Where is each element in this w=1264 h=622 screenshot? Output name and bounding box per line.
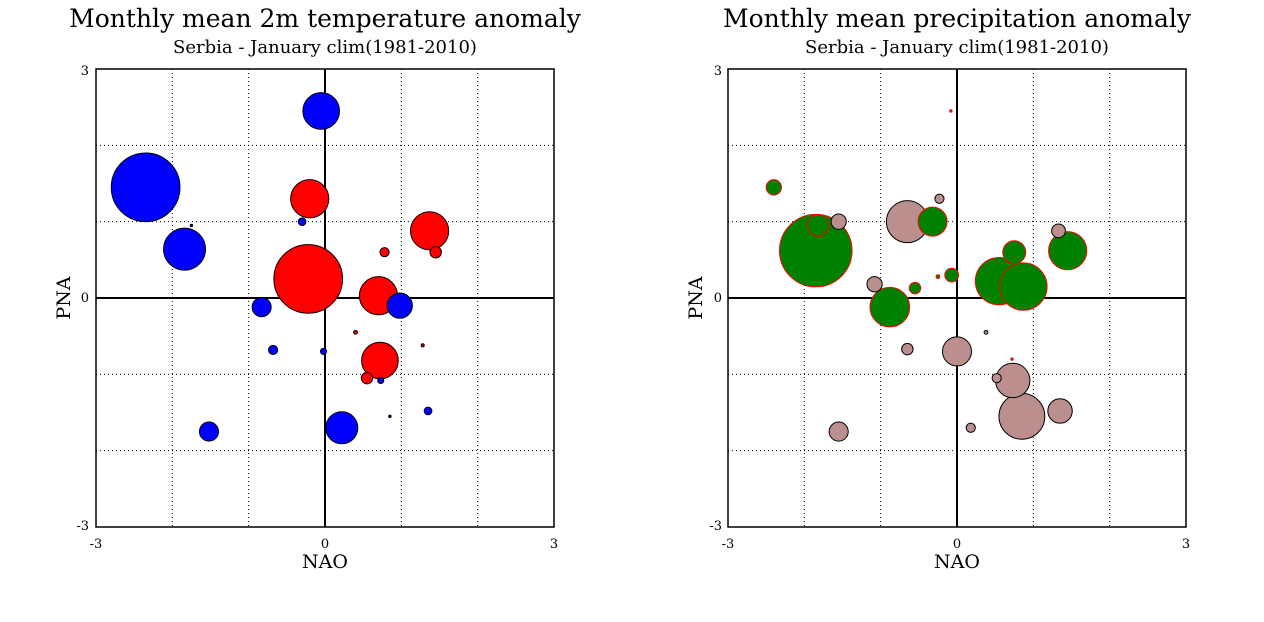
- y-axis-label: PNA: [685, 276, 707, 319]
- data-point-bubble: [353, 329, 358, 335]
- data-point-bubble: [828, 421, 849, 442]
- y-axis-label: PNA: [53, 276, 75, 319]
- data-point-bubble: [869, 286, 911, 328]
- data-point-bubble: [944, 267, 960, 283]
- x-tick-label: 0: [953, 537, 961, 552]
- data-point-bubble: [251, 297, 272, 318]
- precipitation-chart-panel: Monthly mean precipitation anomaly Serbi…: [685, 4, 1192, 573]
- data-point-bubble: [998, 392, 1046, 440]
- data-point-bubble: [983, 329, 989, 335]
- data-point-bubble: [360, 371, 374, 385]
- bubble-points: [110, 92, 450, 445]
- data-point-bubble: [198, 421, 220, 442]
- data-point-bubble: [965, 422, 976, 433]
- y-tick-label: 0: [714, 291, 722, 306]
- y-tick-label: 0: [81, 291, 89, 306]
- y-tick-label: 3: [81, 64, 89, 79]
- data-point-bubble: [908, 281, 922, 295]
- chart-title: Monthly mean precipitation anomaly: [723, 4, 1192, 33]
- data-point-bubble: [999, 262, 1048, 311]
- plot-frame: [727, 68, 1187, 528]
- data-point-bubble: [163, 227, 207, 271]
- bubble-points: [765, 109, 1088, 442]
- temperature-chart-panel: Monthly mean 2m temperature anomaly Serb…: [53, 4, 582, 573]
- x-tick-label: 3: [1182, 537, 1190, 552]
- data-point-bubble: [941, 336, 973, 367]
- data-point-bubble: [268, 344, 279, 355]
- zero-axes: [728, 69, 1186, 527]
- data-point-bubble: [830, 213, 847, 230]
- x-tick-label: 0: [321, 537, 329, 552]
- data-point-bubble: [110, 152, 181, 223]
- plot-frame: [95, 68, 555, 528]
- y-tick-label: 3: [714, 64, 722, 79]
- data-point-bubble: [1051, 223, 1066, 239]
- data-point-bubble: [302, 92, 341, 130]
- data-point-bubble: [1010, 357, 1014, 361]
- data-point-bubble: [1048, 231, 1088, 271]
- chart-subtitle: Serbia - January clim(1981-2010): [173, 37, 477, 58]
- data-point-bubble: [319, 347, 328, 355]
- data-point-bubble: [377, 376, 385, 384]
- data-point-bubble: [409, 211, 450, 251]
- data-point-bubble: [934, 193, 945, 204]
- data-point-bubble: [806, 214, 830, 237]
- y-tick-label: -3: [709, 519, 722, 534]
- data-point-bubble: [779, 213, 853, 288]
- data-point-bubble: [991, 373, 1002, 384]
- data-point-bubble: [429, 245, 442, 259]
- data-point-bubble: [290, 179, 330, 219]
- data-point-bubble: [866, 276, 883, 293]
- data-point-bubble: [325, 411, 359, 445]
- data-point-bubble: [1002, 240, 1027, 265]
- data-point-bubble: [423, 406, 433, 416]
- data-point-bubble: [379, 247, 390, 258]
- data-point-bubble: [765, 179, 782, 196]
- data-point-bubble: [949, 109, 953, 113]
- x-axis-label: NAO: [934, 551, 980, 573]
- x-tick-label: 3: [550, 537, 558, 552]
- data-point-bubble: [420, 343, 425, 348]
- x-tick-label: -3: [90, 537, 103, 552]
- data-point-bubble: [1047, 398, 1073, 424]
- data-point-bubble: [917, 206, 948, 237]
- data-point-bubble: [189, 223, 194, 228]
- data-point-bubble: [386, 292, 413, 319]
- data-point-bubble: [273, 244, 344, 314]
- x-axis-label: NAO: [302, 551, 348, 573]
- data-point-bubble: [935, 274, 941, 280]
- x-tick-label: -3: [722, 537, 735, 552]
- data-point-bubble: [388, 414, 392, 419]
- data-point-bubble: [901, 342, 914, 356]
- chart-title: Monthly mean 2m temperature anomaly: [69, 4, 582, 33]
- y-tick-label: -3: [76, 519, 89, 534]
- data-point-bubble: [297, 217, 307, 226]
- chart-subtitle: Serbia - January clim(1981-2010): [805, 37, 1109, 58]
